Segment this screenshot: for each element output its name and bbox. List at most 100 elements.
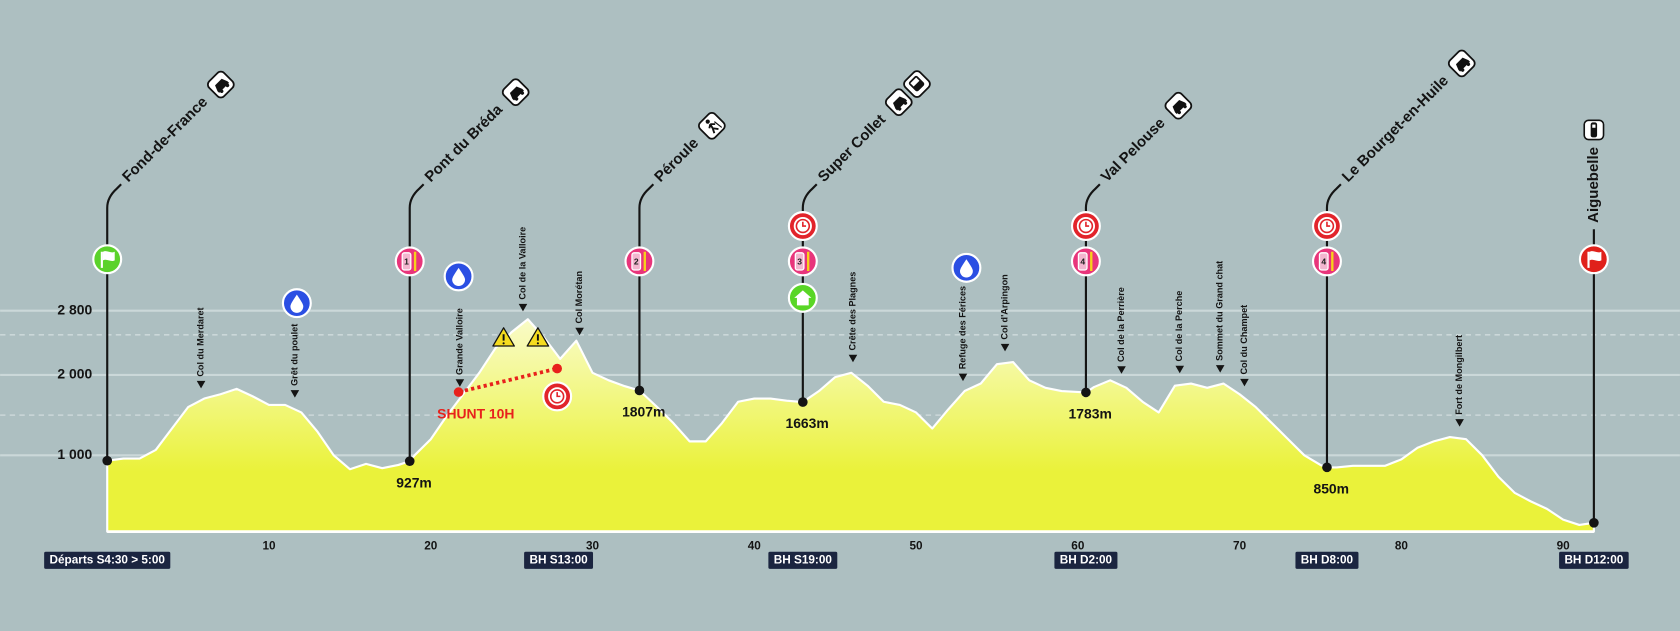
- y-tick-label: 2 000: [57, 366, 92, 382]
- leader-line: [106, 183, 122, 461]
- pass-label: Sommet du Grand chat: [1215, 261, 1225, 361]
- pass-label: Grêt du poulet: [289, 324, 299, 386]
- station-label: Aiguebelle: [1585, 147, 1602, 223]
- x-tick-label: 20: [424, 539, 438, 552]
- pass-label: Grande Valloire: [454, 308, 464, 375]
- elevation-label: 850m: [1313, 481, 1349, 497]
- pass-label: Col de la Valloire: [517, 227, 527, 300]
- y-tick-label: 2 800: [57, 301, 92, 317]
- pass-label: Col d'Arpingon: [999, 274, 1009, 339]
- station-label: Péroule: [651, 135, 702, 186]
- x-tick-label: 40: [748, 539, 762, 552]
- pass-label: Col de la Perche: [1174, 291, 1184, 362]
- ravito-icon: [1311, 246, 1343, 277]
- station-dot: [634, 385, 645, 396]
- x-tick-label: 60: [1071, 539, 1085, 552]
- ravito-number: 4: [1321, 257, 1326, 267]
- elevation-label: 1807m: [622, 404, 665, 420]
- station-dot: [798, 397, 808, 407]
- pass-marker: [1175, 365, 1185, 374]
- passes: Col du Merdaret Grêt du poulet Grande Vall…: [195, 227, 1464, 427]
- checkpoint-box: [524, 551, 594, 569]
- water-icon: [951, 252, 982, 283]
- ravito-number: 3: [797, 257, 802, 267]
- timer-icon: [1311, 211, 1342, 242]
- pass-label: Col de la Perrière: [1116, 287, 1126, 362]
- station-label: Val Pelouse: [1098, 115, 1169, 186]
- leader-line: [638, 183, 655, 391]
- pass-marker: [1215, 365, 1225, 373]
- base-icon: [787, 282, 818, 313]
- pass-marker: [848, 354, 858, 363]
- shunt-end: [453, 387, 464, 397]
- shunt-line: [458, 366, 558, 394]
- plot: 10 20 30 40 50 60 70 80 90: [106, 318, 1595, 552]
- checkpoint-label: BH S13:00: [529, 553, 588, 566]
- station-label: Le Bourget-en-Huile: [1339, 72, 1452, 185]
- y-tick-label: 1 000: [57, 446, 92, 462]
- transport-icon: [499, 76, 532, 108]
- pass-label: Col du Merdaret: [195, 307, 205, 376]
- station-label: Pont du Bréda: [422, 101, 507, 186]
- checkpoint-label: BH D8:00: [1301, 553, 1354, 566]
- checkpoint-box: [44, 551, 171, 569]
- x-tick-label: 10: [262, 539, 276, 552]
- pass-marker: [575, 327, 584, 336]
- leader-line: [408, 183, 425, 462]
- timer-icon: [542, 381, 573, 412]
- pass-marker: [290, 390, 300, 398]
- checkpoint-label: BH D2:00: [1060, 553, 1113, 566]
- x-tick-label: 90: [1557, 539, 1571, 552]
- pass-marker: [1455, 419, 1464, 427]
- timer-icon: [787, 211, 818, 242]
- checkpoint-label: BH D12:00: [1564, 553, 1623, 566]
- pass-marker: [1240, 378, 1249, 387]
- water-icon: [443, 261, 474, 292]
- water-icon: [281, 288, 312, 319]
- leader-line: [1325, 183, 1342, 468]
- checkpoint-box: [768, 551, 838, 569]
- elevation-label: 1783m: [1069, 406, 1112, 422]
- x-tick-label: 70: [1233, 539, 1247, 552]
- station-dot: [1322, 462, 1332, 473]
- x-tick-label: 50: [910, 539, 924, 552]
- pass-marker: [1000, 343, 1010, 352]
- elevation-label: 927m: [396, 474, 432, 490]
- flag-icon: [1578, 244, 1609, 275]
- ravito-icon: [787, 246, 818, 277]
- ravito-number: 1: [404, 257, 409, 267]
- pass-label: Col du Champet: [1239, 305, 1249, 375]
- checkpoint-box: [1559, 551, 1629, 569]
- station-dot: [1081, 387, 1091, 398]
- ravito-number: 4: [1080, 257, 1085, 267]
- transport-icon: [1583, 119, 1605, 141]
- transport-icon: [1162, 89, 1195, 122]
- ravito-icon: [624, 246, 655, 277]
- pass-marker: [958, 373, 968, 382]
- timer-icon: [1070, 211, 1101, 242]
- station-dot: [404, 456, 415, 466]
- transport-icon: [1446, 47, 1478, 80]
- pass-label: Fort de Mongilbert: [1454, 335, 1464, 415]
- elevation-area: [106, 318, 1595, 533]
- flag-icon: [92, 244, 123, 275]
- elevation-label: 1663m: [785, 415, 828, 431]
- annotations: SHUNT 10H: [281, 252, 982, 421]
- ravito-number: 2: [634, 257, 639, 267]
- checkpoint-label: BH S19:00: [774, 553, 833, 566]
- x-tick-label: 80: [1395, 539, 1409, 552]
- pass-label: Crête des Plagnes: [847, 272, 857, 351]
- pass-marker: [518, 303, 528, 312]
- shunt-end: [552, 363, 562, 374]
- ravito-icon: [394, 246, 425, 277]
- station-dot: [102, 455, 113, 466]
- station-label: Super Collet: [815, 111, 889, 185]
- pass-label: Col Morétan: [574, 271, 584, 324]
- pass-marker: [455, 379, 465, 387]
- shunt-label: SHUNT 10H: [437, 405, 514, 421]
- checkpoint-label: Départs S4:30 > 5:00: [50, 553, 166, 566]
- pass-label: Refuge des Férices: [957, 286, 967, 369]
- pass-marker: [1117, 366, 1126, 374]
- checkpoints: Départs S4:30 > 5:00 BH S13:00 BH S19:00 BH…: [44, 551, 1629, 569]
